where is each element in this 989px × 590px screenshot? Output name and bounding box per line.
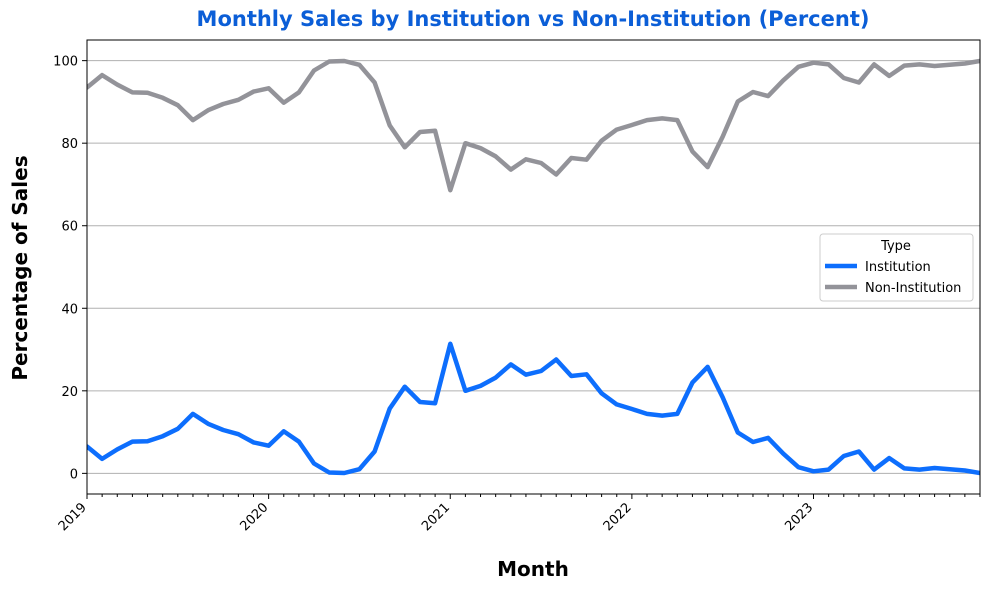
x-axis-label: Month (497, 557, 569, 581)
y-axis-ticks: 0 20 40 60 80 100 (53, 55, 87, 482)
x-axis-ticks: 2019 2020 2021 2022 2023 (56, 494, 981, 534)
series-lines (87, 58, 980, 476)
series-line-non-institution (87, 58, 980, 193)
legend-label: Non-Institution (865, 281, 961, 296)
y-tick-label: 60 (61, 220, 78, 235)
y-tick-label: 100 (53, 55, 78, 70)
series-line-institution (87, 341, 980, 476)
x-tick-label: 2020 (237, 500, 271, 534)
y-axis-label: Percentage of Sales (8, 155, 32, 380)
chart-title: Monthly Sales by Institution vs Non-Inst… (197, 7, 870, 31)
x-tick-label: 2023 (782, 500, 816, 534)
y-tick-label: 20 (61, 385, 78, 400)
y-tick-label: 0 (70, 467, 78, 482)
y-tick-label: 80 (61, 137, 78, 152)
legend-title: Type (880, 239, 911, 254)
legend-label: Institution (865, 260, 931, 275)
y-tick-label: 40 (61, 302, 78, 317)
x-tick-label: 2019 (56, 500, 90, 534)
x-tick-label: 2022 (601, 500, 635, 534)
legend: Type Institution Non-Institution (819, 233, 974, 302)
gridlines (87, 60, 980, 474)
plot-frame (86, 39, 981, 495)
legend-box (819, 233, 974, 302)
x-tick-label: 2021 (419, 500, 453, 534)
